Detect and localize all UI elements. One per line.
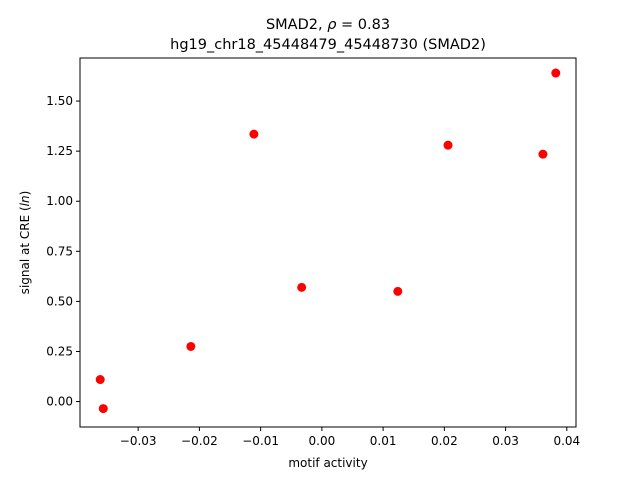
y-tick-label: 1.50	[46, 94, 73, 108]
x-axis-label: motif activity	[288, 456, 367, 470]
y-tick-label: 0.50	[46, 294, 73, 308]
y-tick-label: 1.25	[46, 144, 73, 158]
y-axis-label-italic: ln	[18, 195, 32, 206]
chart-title-rho: ρ	[327, 17, 337, 33]
y-axis-label-prefix: signal at CRE (	[18, 206, 32, 294]
x-tick-label: 0.00	[309, 434, 336, 448]
data-point	[538, 149, 548, 159]
y-axis-ticks: 0.00 0.25 0.50 0.75 1.00 1.25 1.50	[46, 94, 80, 409]
y-tick-label: 1.00	[46, 194, 73, 208]
data-point	[393, 286, 403, 296]
x-tick-label: 0.02	[431, 434, 458, 448]
chart-title-rho-value: = 0.83	[336, 17, 390, 33]
y-tick-label: 0.00	[46, 395, 73, 409]
y-axis-label: signal at CRE (ln)	[18, 191, 32, 295]
axes-frame	[79, 57, 577, 428]
y-tick-label: 0.75	[46, 244, 73, 258]
chart-subtitle: hg19_chr18_45448479_45448730 (SMAD2)	[170, 37, 486, 53]
data-point	[186, 341, 196, 351]
x-tick-label: −0.01	[242, 434, 279, 448]
chart-title-prefix: SMAD2,	[266, 17, 327, 33]
y-tick-label: 0.25	[46, 344, 73, 358]
x-tick-label: 0.01	[370, 434, 397, 448]
data-point	[249, 129, 259, 139]
data-point	[297, 282, 307, 292]
data-point	[98, 404, 108, 414]
x-tick-label: 0.04	[553, 434, 580, 448]
x-tick-label: −0.03	[120, 434, 157, 448]
data-point	[95, 375, 105, 385]
data-point	[551, 68, 561, 78]
data-point	[443, 140, 453, 150]
data-points	[95, 68, 561, 414]
x-tick-label: 0.03	[492, 434, 519, 448]
x-axis-ticks: −0.03 −0.02 −0.01 0.00 0.01 0.02 0.03 0.04	[120, 427, 580, 448]
x-tick-label: −0.02	[181, 434, 218, 448]
y-axis-label-suffix: )	[18, 191, 32, 196]
chart-title: SMAD2, ρ = 0.83	[266, 17, 390, 33]
